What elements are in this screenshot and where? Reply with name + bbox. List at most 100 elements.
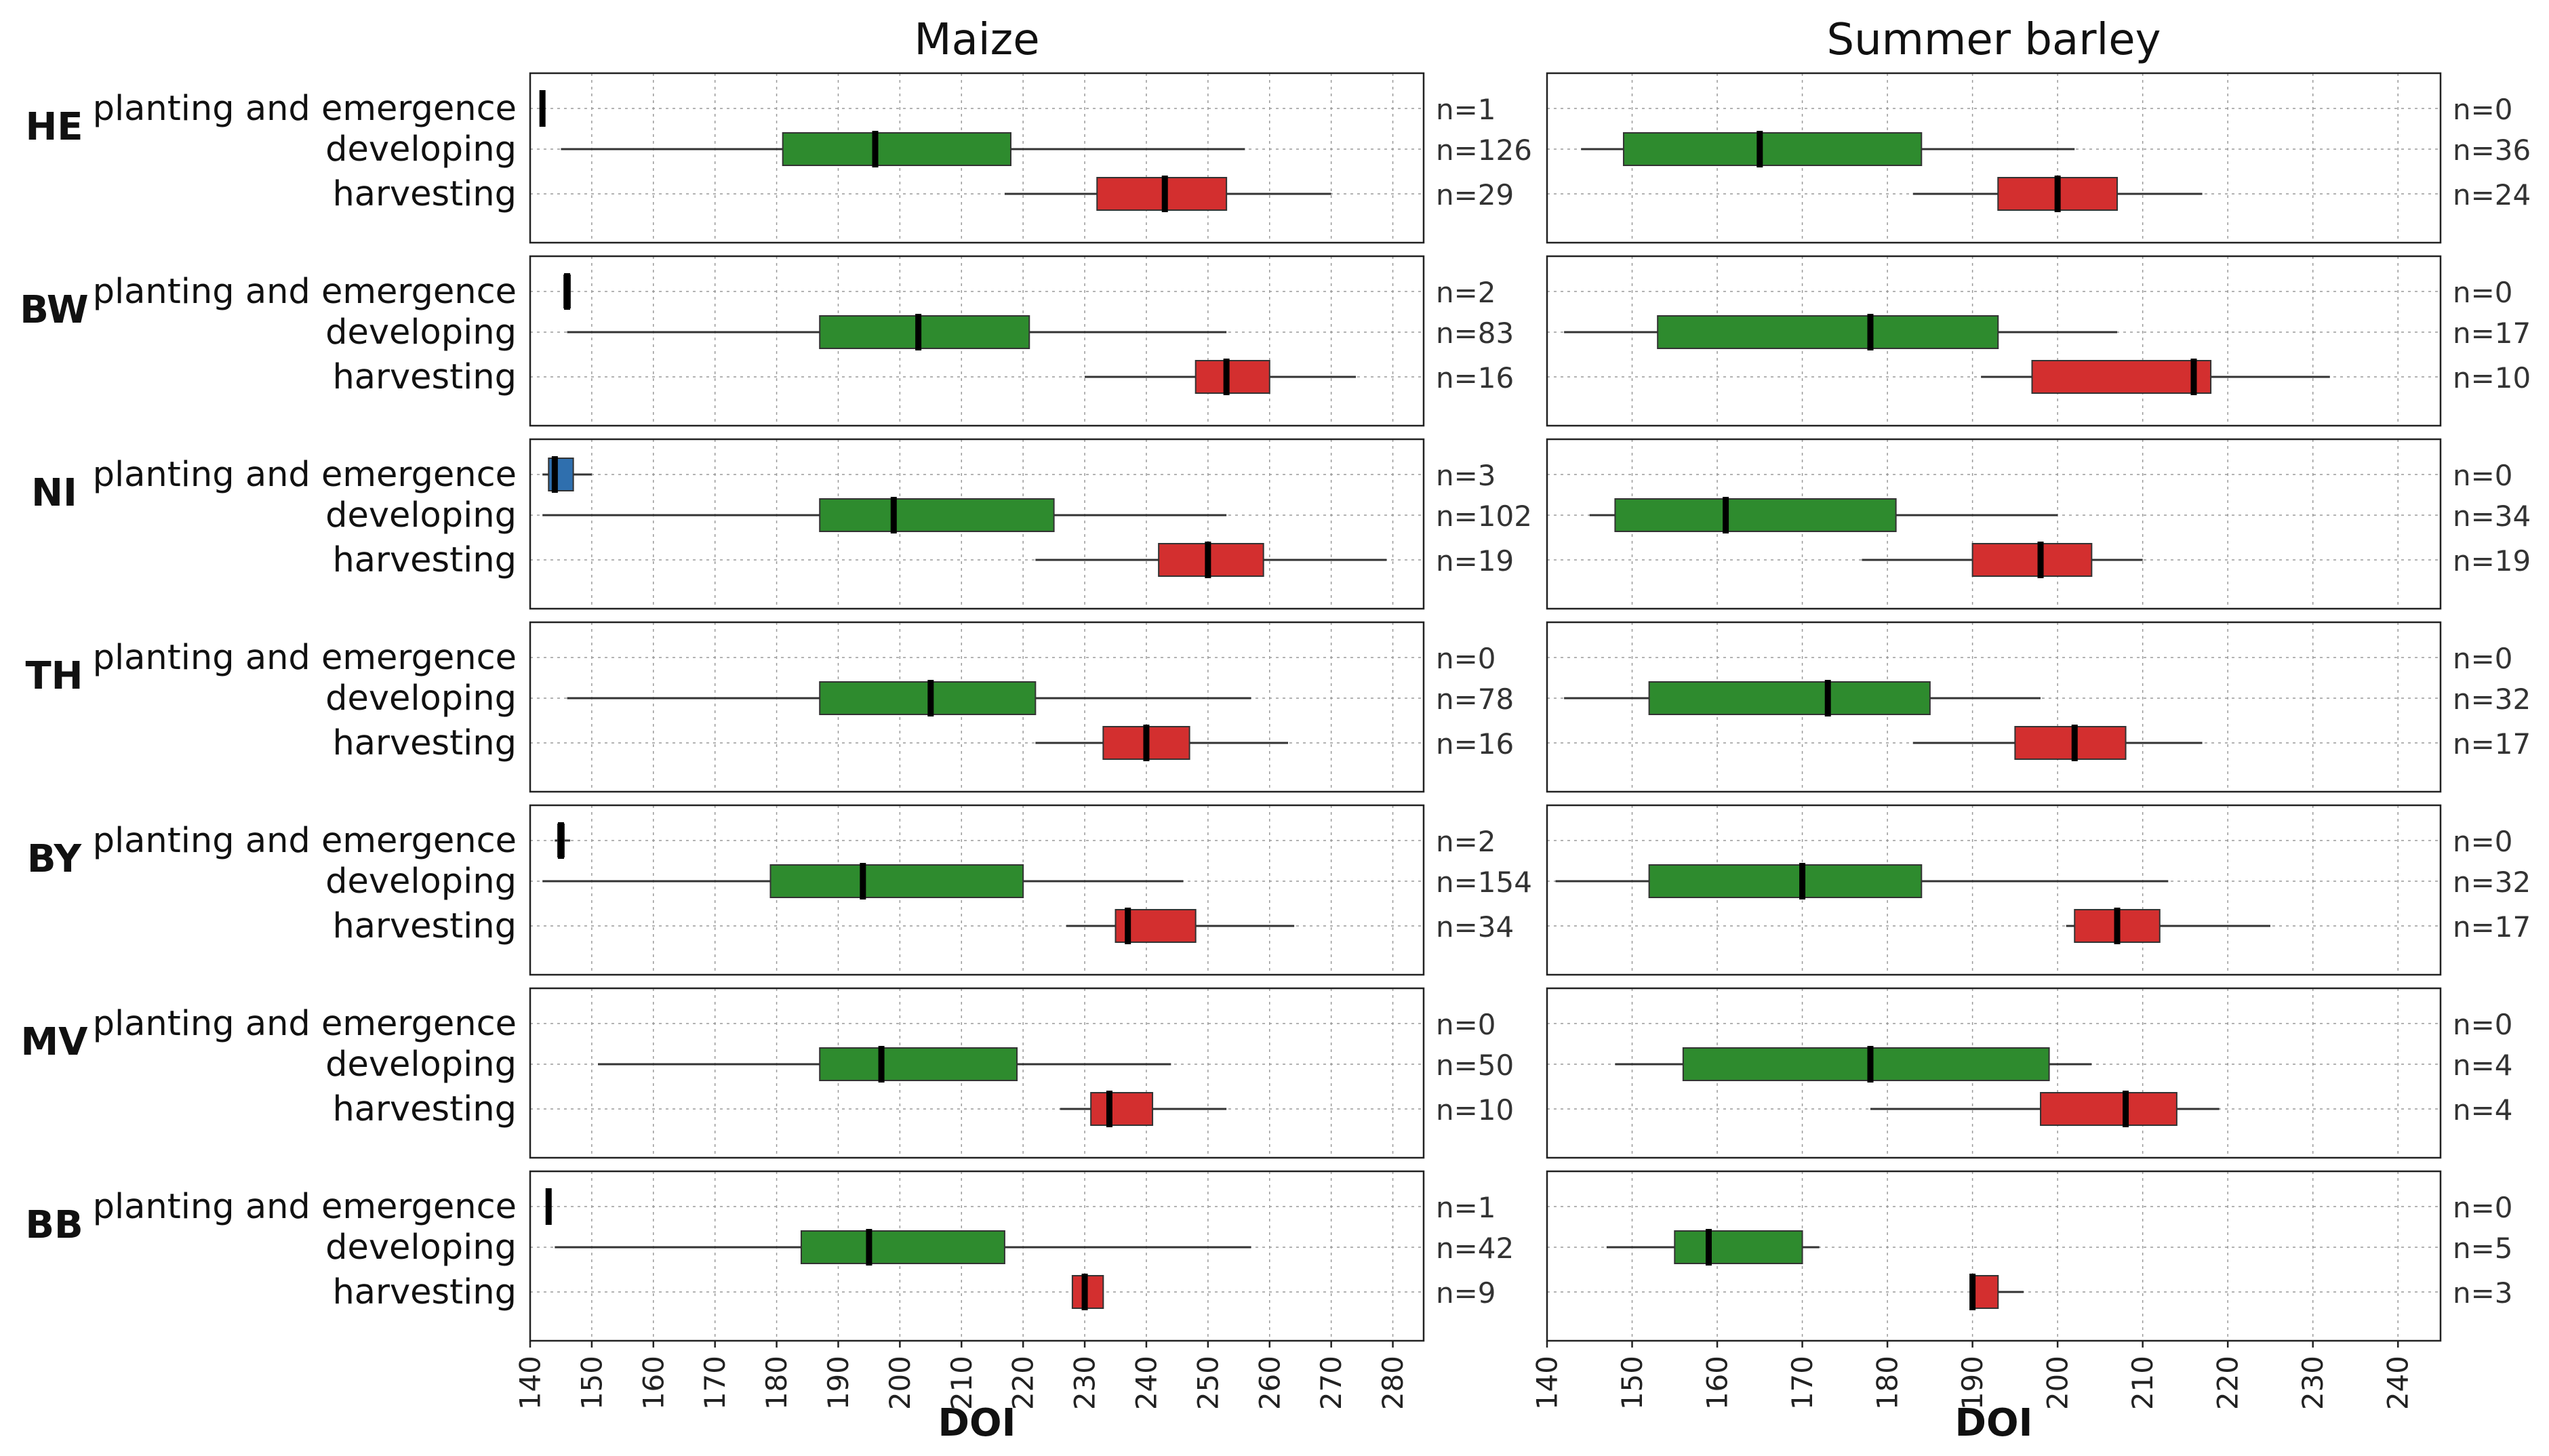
col-summer-barley-panel-th: n=0 n=32 n=17 [1546, 621, 2531, 793]
sample-count-label: n=83 [1436, 317, 1514, 350]
col-summer-barley-panel-mv: n=0 n=4 n=4 [1546, 987, 2513, 1159]
sample-count-label: n=36 [2453, 134, 2531, 167]
sample-count-label: n=0 [1436, 1008, 1496, 1041]
x-tick-label: 270 [1314, 1356, 1348, 1410]
col-maize-panel-th: planting and emergence n=0 developing n=78 h… [25, 621, 1514, 793]
category-label: planting and emergence [93, 455, 517, 495]
category-label: planting and emergence [93, 89, 517, 129]
x-tick-label: 170 [698, 1356, 731, 1410]
col-summer-barley-x-axis-title: DOI [1955, 1401, 2033, 1445]
sample-count-label: n=32 [2453, 866, 2531, 899]
sample-count-label: n=34 [2453, 500, 2531, 533]
category-label: harvesting [332, 1089, 517, 1129]
panel-frame [1546, 621, 2442, 793]
x-tick-label: 210 [945, 1356, 978, 1410]
col-summer-barley-panel-he: n=0 n=36 n=24 [1546, 72, 2531, 244]
sample-count-label: n=19 [1436, 544, 1514, 578]
box-harvesting [2031, 360, 2212, 394]
sample-count-label: n=0 [2453, 276, 2513, 309]
panel-frame [1546, 987, 2442, 1159]
x-tick-label: 180 [1871, 1356, 1904, 1410]
x-tick-label: 190 [1956, 1356, 1989, 1410]
sample-count-label: n=10 [1436, 1093, 1514, 1127]
panel-frame [529, 1170, 1425, 1342]
x-tick-label: 220 [2211, 1356, 2245, 1410]
region-label-th: TH [25, 654, 83, 698]
category-label: planting and emergence [93, 638, 517, 678]
col-maize-panel-by: planting and emergence n=2 developing n=154… [27, 804, 1532, 976]
box-developing [819, 315, 1030, 349]
x-tick-label: 280 [1376, 1356, 1409, 1410]
x-tick-label: 220 [1007, 1356, 1040, 1410]
sample-count-label: n=24 [2453, 178, 2531, 211]
panel-frame [529, 804, 1425, 976]
x-tick-label: 260 [1253, 1356, 1286, 1410]
sample-count-label: n=3 [2453, 1276, 2513, 1310]
col-maize-panel-he: planting and emergence n=1 developing n=126… [25, 72, 1532, 244]
box-harvesting [1158, 543, 1264, 577]
sample-count-label: n=1 [1436, 93, 1496, 126]
sample-count-label: n=9 [1436, 1276, 1496, 1310]
col-maize-panel-mv: planting and emergence n=0 developing n=50 h… [20, 987, 1514, 1159]
sample-count-label: n=17 [2453, 317, 2531, 350]
panel-frame [529, 438, 1425, 610]
sample-count-label: n=4 [2453, 1049, 2513, 1082]
category-label: harvesting [332, 357, 517, 397]
category-label: harvesting [332, 174, 517, 214]
sample-count-label: n=19 [2453, 544, 2531, 578]
x-tick-label: 180 [760, 1356, 793, 1410]
panel-frame [1546, 804, 2442, 976]
x-tick-label: 150 [575, 1356, 608, 1410]
sample-count-label: n=0 [2453, 642, 2513, 675]
sample-count-label: n=2 [1436, 276, 1496, 309]
x-tick-label: 150 [1615, 1356, 1649, 1410]
x-tick-label: 190 [822, 1356, 855, 1410]
panel-frame [1546, 72, 2442, 244]
sample-count-label: n=16 [1436, 361, 1514, 395]
sample-count-label: n=0 [1436, 642, 1496, 675]
sample-count-label: n=5 [2453, 1232, 2513, 1265]
x-tick-label: 230 [2296, 1356, 2329, 1410]
category-label: planting and emergence [93, 1004, 517, 1044]
sample-count-label: n=2 [1436, 825, 1496, 858]
sample-count-label: n=4 [2453, 1093, 2513, 1127]
sample-count-label: n=42 [1436, 1232, 1514, 1265]
sample-count-label: n=3 [1436, 459, 1496, 492]
sample-count-label: n=16 [1436, 727, 1514, 761]
x-tick-label: 240 [2382, 1356, 2415, 1410]
col-summer-barley-title: Summer barley [1826, 15, 2161, 65]
box-harvesting [2014, 726, 2127, 760]
category-label: developing [325, 129, 517, 169]
sample-count-label: n=34 [1436, 910, 1514, 944]
sample-count-label: n=0 [2453, 459, 2513, 492]
sample-count-label: n=154 [1436, 866, 1532, 899]
panel-frame [529, 255, 1425, 427]
box-harvesting [1096, 177, 1228, 211]
col-summer-barley-panel-bw: n=0 n=17 n=10 [1546, 255, 2531, 427]
panel-frame [1546, 1170, 2442, 1342]
x-tick-label: 140 [514, 1356, 547, 1410]
sample-count-label: n=0 [2453, 93, 2513, 126]
x-tick-label: 160 [637, 1356, 670, 1410]
region-label-by: BY [27, 837, 83, 881]
category-label: planting and emergence [93, 1187, 517, 1227]
box-developing [782, 132, 1011, 166]
col-maize-panel-ni: planting and emergence n=3 developing n=102… [31, 438, 1532, 610]
x-tick-label: 170 [1786, 1356, 1819, 1410]
panel-frame [1546, 255, 2442, 427]
category-label: developing [325, 1228, 517, 1268]
box-harvesting [1195, 360, 1270, 394]
sample-count-label: n=17 [2453, 910, 2531, 944]
box-developing [1648, 864, 1923, 898]
x-tick-label: 250 [1191, 1356, 1224, 1410]
category-label: harvesting [332, 540, 517, 580]
box-developing [819, 681, 1037, 715]
region-label-bb: BB [25, 1203, 83, 1247]
box-developing [1657, 315, 1999, 349]
sample-count-label: n=78 [1436, 683, 1514, 716]
col-maize-panel-bw: planting and emergence n=2 developing n=83 h… [20, 255, 1514, 427]
box-developing [1682, 1047, 2050, 1081]
x-tick-label: 210 [2126, 1356, 2159, 1410]
x-tick-label: 140 [1531, 1356, 1564, 1410]
sample-count-label: n=29 [1436, 178, 1514, 211]
